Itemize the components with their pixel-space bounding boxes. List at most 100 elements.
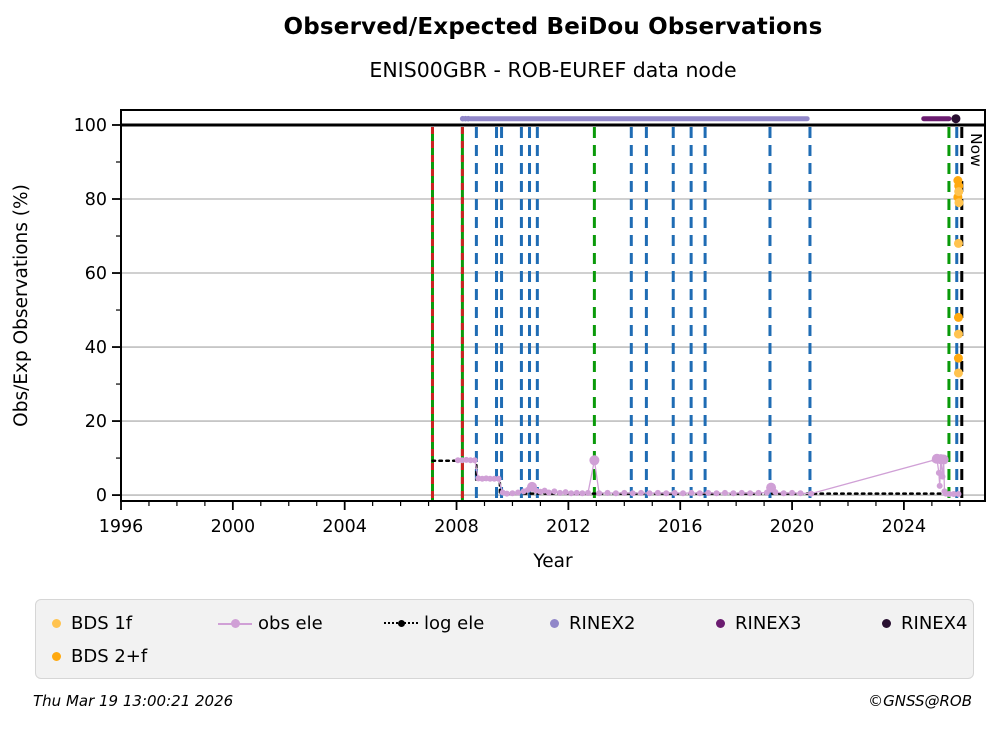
series-obs-ele-marker <box>596 490 603 497</box>
bds-1f-marker-icon <box>52 619 61 628</box>
series-obs-ele-marker <box>495 475 502 482</box>
series-obs-ele-marker-large <box>766 482 777 493</box>
credit-watermark: ©GNSS@ROB <box>868 692 972 710</box>
legend-label-rinex2: RINEX2 <box>569 613 636 634</box>
chart-subtitle: ENIS00GBR - ROB-EUREF data node <box>369 58 737 82</box>
series-obs-ele-marker <box>551 488 558 495</box>
series-bds-1f-dot <box>953 329 963 339</box>
legend-item-rinex2: RINEX2 <box>550 613 716 634</box>
legend-item-rinex4: RINEX4 <box>882 613 967 634</box>
series-obs-ele-marker <box>612 490 619 497</box>
legend-item-log-ele: log ele <box>384 613 550 634</box>
series-obs-ele-marker <box>935 469 942 476</box>
series-obs-ele-marker <box>654 489 661 496</box>
series-obs-ele-marker <box>936 482 943 489</box>
series-obs-ele-marker <box>509 490 516 497</box>
series-obs-ele-marker <box>584 489 591 496</box>
x-axis-label: Year <box>532 551 573 572</box>
series-obs-ele-marker <box>621 489 628 496</box>
bds-2f-marker-icon <box>52 652 61 661</box>
series-obs-ele-marker <box>789 489 796 496</box>
plot-spines <box>120 109 986 502</box>
legend-item-rinex3: RINEX3 <box>716 613 882 634</box>
chart-plot-area: Now 1996 2000 2004 2008 2012 2016 2020 2024 0 20 40… <box>11 109 986 572</box>
series-obs-ele-marker <box>955 490 962 497</box>
series-obs-ele-marker <box>515 489 522 496</box>
series-obs-ele-marker <box>467 457 474 464</box>
series-obs-ele-marker <box>950 490 957 497</box>
series-obs-ele-marker <box>721 489 728 496</box>
y-tick-label-0: 0 <box>96 486 107 506</box>
series-obs-ele-marker <box>780 490 787 497</box>
series-obs-ele-marker <box>663 490 670 497</box>
legend-row-2: BDS 2+f <box>52 640 973 673</box>
series-obs-ele-marker <box>946 490 953 497</box>
legend-row-1: BDS 1f obs ele log ele RINEX2 RINEX3 RINEX4 <box>52 607 973 640</box>
series-obs-ele-marker <box>491 475 498 482</box>
rinex2-marker-icon <box>550 619 559 628</box>
now-label: Now <box>967 133 985 167</box>
series-obs-ele-marker <box>503 490 510 497</box>
series-obs-ele-marker <box>730 490 737 497</box>
series-obs-ele-marker <box>604 489 611 496</box>
series-obs-ele-marker <box>487 475 494 482</box>
legend-label-bds-1f: BDS 1f <box>71 613 133 634</box>
series-bds-1f-dot <box>954 187 964 197</box>
legend-label-obs-ele: obs ele <box>258 613 323 634</box>
y-tick-label-60: 60 <box>85 264 107 284</box>
y-axis-label: Obs/Exp Observations (%) <box>11 184 32 427</box>
x-tick-label-2012: 2012 <box>546 517 591 537</box>
rinex4-marker-icon <box>882 619 891 628</box>
series-obs-ele-marker <box>568 490 575 497</box>
series-rinex4-dot <box>951 114 961 124</box>
plot-timestamp: Thu Mar 19 13:00:21 2026 <box>33 692 234 710</box>
legend-label-rinex3: RINEX3 <box>735 613 802 634</box>
x-tick-label-2016: 2016 <box>658 517 703 537</box>
legend-item-bds-1f: BDS 1f <box>52 613 218 634</box>
series-obs-ele-marker <box>713 490 720 497</box>
series-obs-ele-marker <box>680 490 687 497</box>
y-tick-label-40: 40 <box>85 338 107 358</box>
log-ele-marker-icon <box>384 619 418 628</box>
series-obs-ele-marker <box>747 490 754 497</box>
x-tick-label-2024: 2024 <box>882 517 927 537</box>
series-obs-ele-marker <box>562 489 569 496</box>
y-tick-label-20: 20 <box>85 412 107 432</box>
series-obs-ele-marker <box>808 490 815 497</box>
series-bds-2-f-dot <box>953 353 963 363</box>
series-obs-ele-marker <box>738 489 745 496</box>
series-obs-ele-marker <box>638 489 645 496</box>
series-bds-2-f-dot <box>953 312 963 322</box>
legend-item-obs-ele: obs ele <box>218 613 384 634</box>
series-bds-1f-dot <box>953 368 963 378</box>
legend-label-bds-2f: BDS 2+f <box>71 646 148 667</box>
series-obs-ele-marker <box>688 489 695 496</box>
chart-legend: BDS 1f obs ele log ele RINEX2 RINEX3 RINEX4 B… <box>35 599 974 679</box>
x-tick-label-1996: 1996 <box>99 517 144 537</box>
series-obs-ele-marker-large <box>589 455 600 466</box>
series-bds-1f-dot <box>953 238 963 248</box>
obs-ele-marker-icon <box>218 619 252 628</box>
series-obs-ele-marker <box>939 473 946 480</box>
legend-label-log-ele: log ele <box>424 613 485 634</box>
y-tick-label-100: 100 <box>74 116 107 136</box>
series-obs-ele-marker <box>629 490 636 497</box>
series-obs-ele-marker-large <box>527 481 538 492</box>
series-obs-ele-marker <box>545 489 552 496</box>
legend-item-bds-2f: BDS 2+f <box>52 646 147 667</box>
series-obs-ele-marker <box>646 490 653 497</box>
series-obs-ele-marker-large <box>938 454 949 465</box>
series-obs-ele-marker <box>573 489 580 496</box>
series-obs-ele-marker <box>454 457 461 464</box>
series-bds-1f-dot <box>954 198 964 208</box>
series-obs-ele-marker <box>471 457 478 464</box>
chart-title: Observed/Expected BeiDou Observations <box>283 14 823 40</box>
x-tick-label-2008: 2008 <box>434 517 479 537</box>
y-tick-label-80: 80 <box>85 190 107 210</box>
x-tick-label-2000: 2000 <box>211 517 256 537</box>
series-log-ele <box>431 459 962 495</box>
series-obs-ele-marker <box>705 489 712 496</box>
series-obs-ele-marker <box>797 490 804 497</box>
series-obs-ele-marker <box>671 489 678 496</box>
